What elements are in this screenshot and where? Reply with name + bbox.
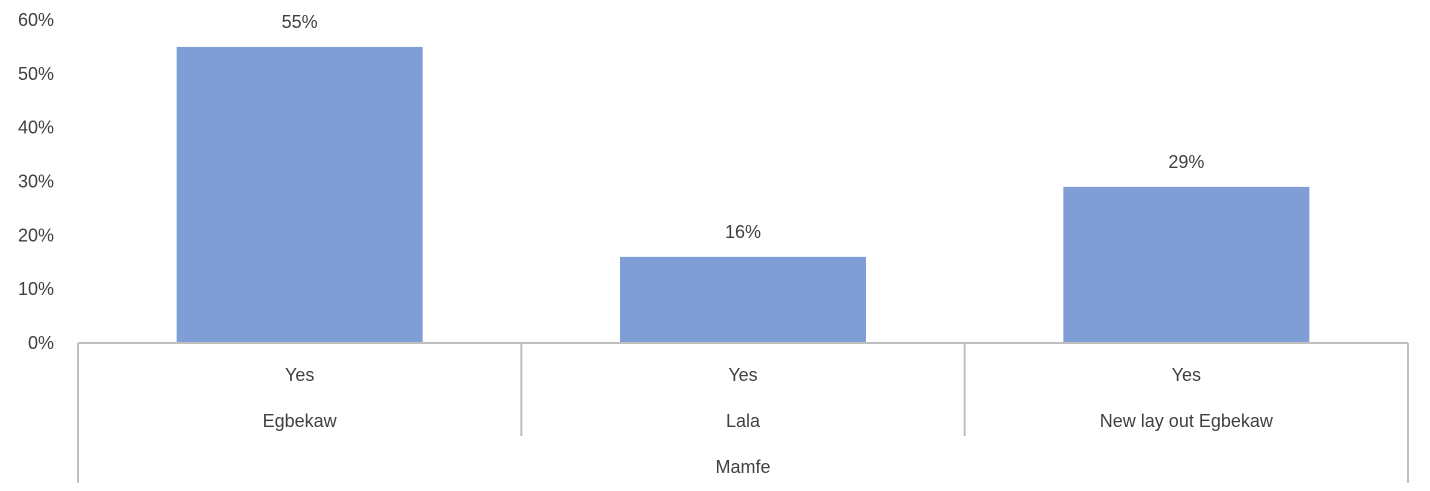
y-tick-label: 20% — [18, 225, 54, 245]
y-axis: 0% 10% 20% 30% 40% 50% 60% — [18, 10, 54, 353]
y-tick-label: 30% — [18, 172, 54, 192]
category-label: Yes — [1172, 365, 1201, 385]
data-label: 29% — [1168, 152, 1204, 172]
bar — [1063, 186, 1310, 343]
y-tick-label: 40% — [18, 118, 54, 138]
data-label: 16% — [725, 222, 761, 242]
category-axis: Yes Egbekaw Yes Lala Yes New lay out Egbekaw M… — [77, 342, 1409, 483]
bar — [176, 46, 423, 344]
group-label: Mamfe — [715, 457, 770, 477]
y-tick-label: 60% — [18, 10, 54, 30]
bars: 55% 16% 29% — [176, 12, 1310, 344]
category-label: Yes — [728, 365, 757, 385]
subcategory-label: Lala — [726, 411, 761, 431]
subcategory-label: New lay out Egbekaw — [1100, 411, 1274, 431]
y-tick-label: 50% — [18, 64, 54, 84]
category-label: Yes — [285, 365, 314, 385]
y-tick-label: 0% — [28, 333, 54, 353]
bar — [620, 256, 866, 343]
y-tick-label: 10% — [18, 279, 54, 299]
data-label: 55% — [282, 12, 318, 32]
subcategory-label: Egbekaw — [263, 411, 338, 431]
